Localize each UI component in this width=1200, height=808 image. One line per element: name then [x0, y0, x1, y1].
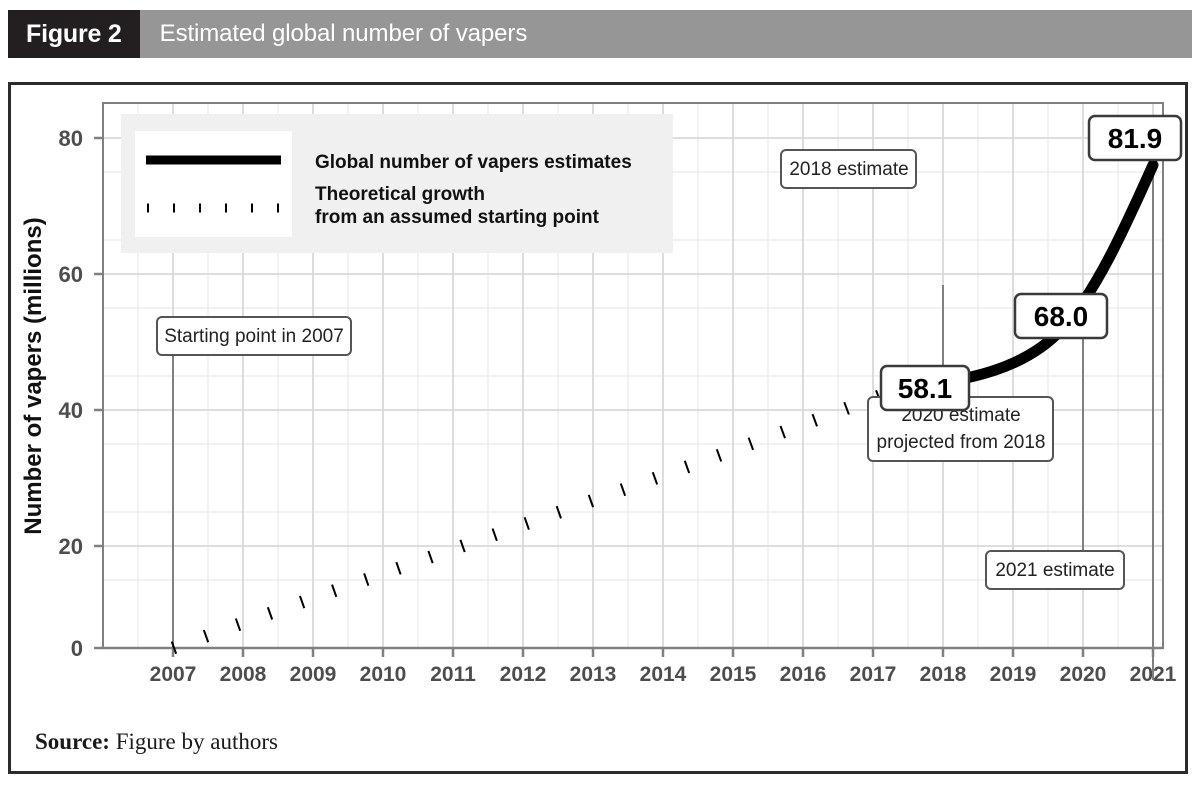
chart-legend: Global number of vapers estimates Theore…	[121, 114, 673, 253]
annotation-starting-point-2007: Starting point in 2007	[156, 316, 352, 356]
annotation-box-2007	[156, 316, 352, 356]
x-tick-label-2019: 2019	[990, 663, 1037, 686]
x-axis-ticks	[171, 648, 1155, 657]
annotation-estimate-2021: 2021 estimate	[985, 550, 1125, 590]
value-box-2021	[1087, 114, 1183, 162]
annotation-box-2021	[985, 550, 1125, 590]
figure-title: Estimated global number of vapers	[139, 10, 1192, 58]
value-text-2018: 58.1	[898, 373, 953, 404]
vapers-line-chart: 0 20 40 60 80 2007 2008 2009 2010 2011 2…	[20, 102, 1183, 686]
x-tick-label-2007: 2007	[150, 663, 197, 686]
annotation-label-2018: 2018 estimate	[789, 159, 908, 180]
source-text: Figure by authors	[115, 729, 278, 754]
y-tick-label-80: 80	[59, 126, 83, 151]
x-tick-label-2015: 2015	[710, 663, 757, 686]
y-axis-title: Number of vapers (millions)	[20, 217, 47, 534]
annotation-estimate-2018: 2018 estimate	[780, 149, 917, 189]
x-tick-label-2010: 2010	[360, 663, 407, 686]
y-axis-ticks	[94, 136, 103, 650]
y-tick-label-40: 40	[59, 398, 83, 423]
value-box-2020	[1013, 292, 1109, 340]
legend-key-background	[135, 131, 292, 237]
chart-canvas: 0 20 40 60 80 2007 2008 2009 2010 2011 2…	[11, 85, 1185, 693]
legend-label-theoretical-line1: Theoretical growth	[315, 184, 485, 205]
figure-frame: 0 20 40 60 80 2007 2008 2009 2010 2011 2…	[8, 82, 1188, 774]
x-tick-label-2012: 2012	[500, 663, 547, 686]
x-tick-label-2009: 2009	[290, 663, 337, 686]
y-tick-label-0: 0	[71, 636, 83, 661]
value-text-2020: 68.0	[1034, 301, 1089, 332]
x-tick-label-2008: 2008	[220, 663, 267, 686]
x-tick-label-2020: 2020	[1060, 663, 1107, 686]
source-label: Source:	[35, 729, 110, 754]
x-tick-label-2017: 2017	[850, 663, 897, 686]
annotation-label-2021: 2021 estimate	[995, 560, 1114, 581]
x-tick-label-2014: 2014	[640, 663, 687, 686]
annotation-leader-lines	[172, 160, 1154, 680]
annotation-box-2018	[780, 149, 917, 189]
source-note: Source: Figure by authors	[35, 729, 278, 755]
value-text-2021: 81.9	[1108, 123, 1163, 154]
value-label-2018: 58.1	[879, 364, 971, 412]
figure-header: Figure 2 Estimated global number of vape…	[8, 10, 1192, 58]
y-tick-label-20: 20	[59, 534, 83, 559]
legend-label-theoretical-line2: from an assumed starting point	[315, 207, 600, 228]
legend-label-estimates: Global number of vapers estimates	[315, 152, 632, 173]
value-box-2018	[879, 364, 971, 412]
x-tick-label-2016: 2016	[780, 663, 827, 686]
value-label-2020: 68.0	[1013, 292, 1109, 340]
y-tick-label-60: 60	[59, 262, 83, 287]
x-tick-label-2013: 2013	[570, 663, 617, 686]
annotation-label-2007: Starting point in 2007	[164, 326, 344, 347]
figure-number-tag: Figure 2	[8, 10, 140, 58]
x-tick-label-2011: 2011	[430, 663, 476, 686]
value-label-2021: 81.9	[1087, 114, 1183, 162]
annotation-label-2020-line2: projected from 2018	[877, 432, 1046, 453]
x-tick-label-2018: 2018	[920, 663, 967, 686]
